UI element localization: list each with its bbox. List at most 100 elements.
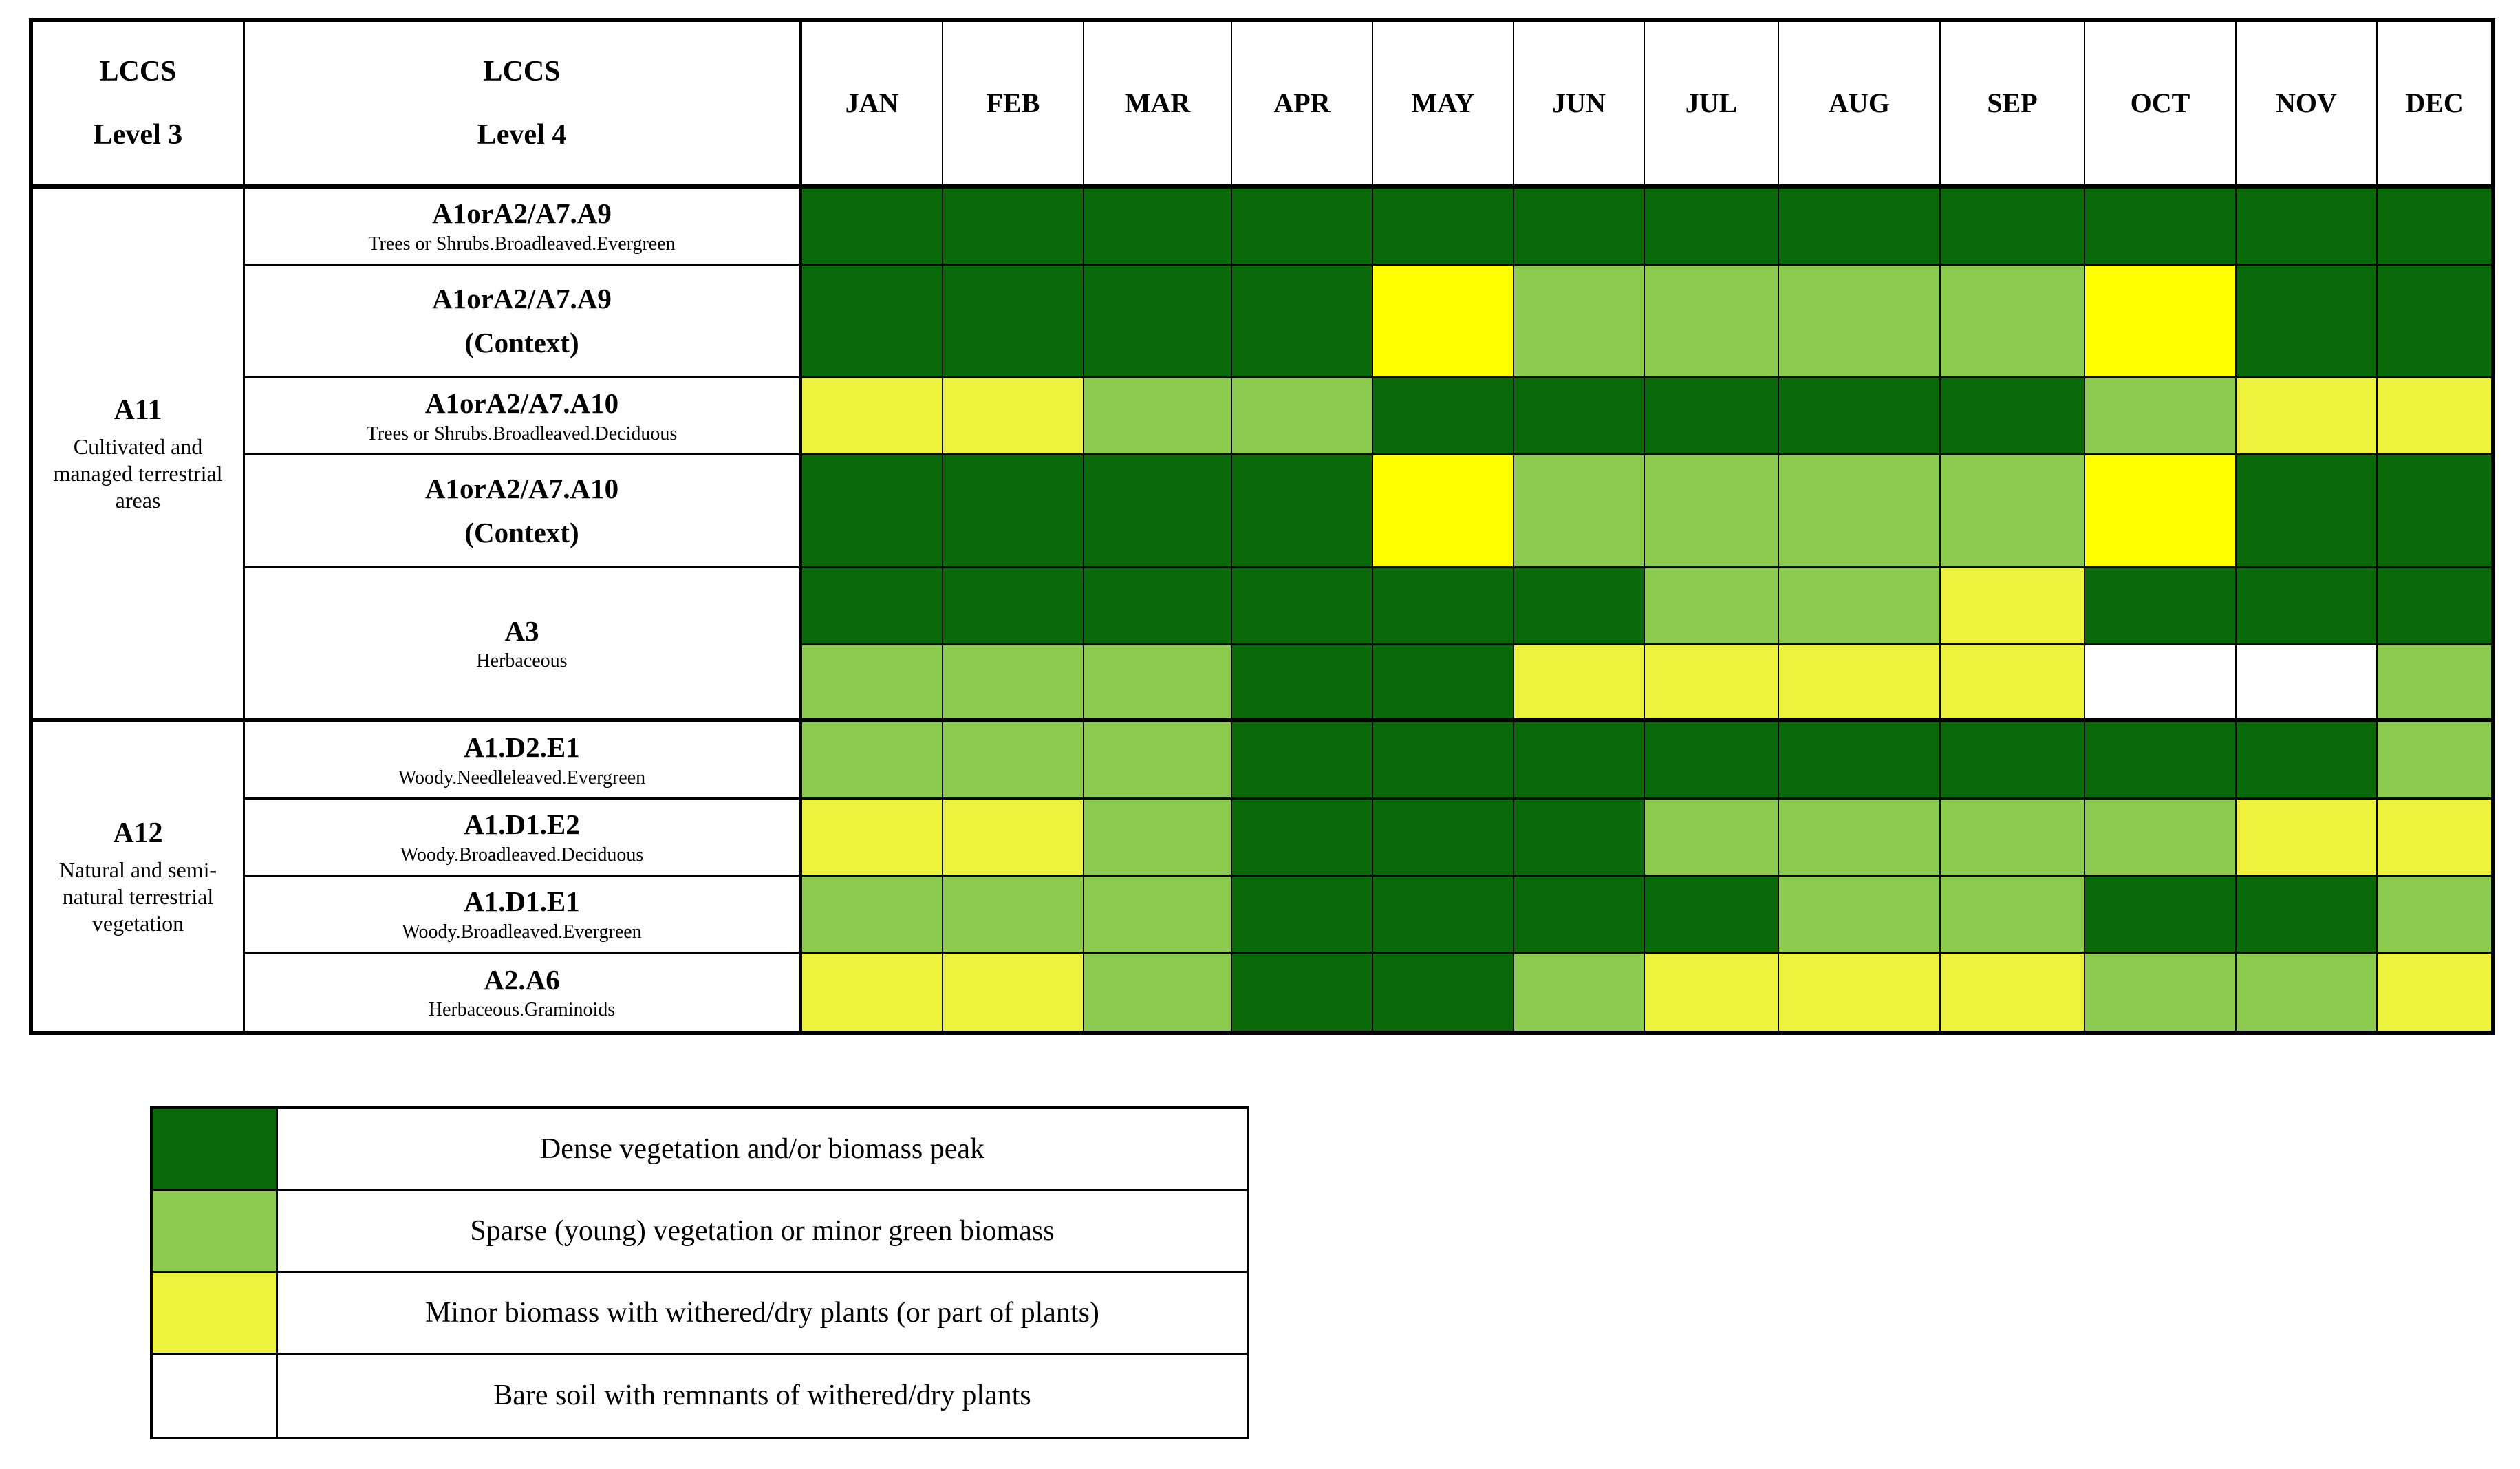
month-cell	[1514, 455, 1645, 568]
month-label: OCT	[2130, 87, 2190, 118]
month-cell	[2237, 266, 2378, 378]
month-cell	[1232, 877, 1373, 954]
legend-label-bare-soil: Bare soil with remnants of withered/dry …	[278, 1355, 1247, 1437]
month-cell	[1645, 877, 1779, 954]
month-cell	[1373, 568, 1514, 645]
month-cell	[1779, 568, 1941, 645]
month-cell	[802, 954, 943, 1031]
legend-swatch-minor-biomass-withered	[153, 1273, 278, 1353]
month-cell	[1941, 877, 2085, 954]
month-cell	[2085, 645, 2237, 722]
month-cell	[943, 722, 1084, 800]
header-level3-line2: Level 3	[93, 119, 183, 151]
month-cell	[2085, 954, 2237, 1031]
level4-subtitle: Woody.Needleleaved.Evergreen	[398, 766, 646, 789]
level4-code: A2.A6	[484, 963, 560, 996]
level4-label-row-4: A3 Herbaceous	[245, 568, 802, 722]
month-cell	[2085, 877, 2237, 954]
month-cell	[2085, 266, 2237, 378]
month-cell	[2378, 877, 2491, 954]
month-cell	[2378, 378, 2491, 455]
level4-label-row-6: A1.D1.E2 Woody.Broadleaved.Deciduous	[245, 800, 802, 877]
level4-label-row-8: A2.A6 Herbaceous.Graminoids	[245, 954, 802, 1031]
legend-row-minor-biomass-withered: Minor biomass with withered/dry plants (…	[153, 1273, 1247, 1355]
level4-label-row-5: A1.D2.E1 Woody.Needleleaved.Evergreen	[245, 722, 802, 800]
month-cell	[802, 568, 943, 645]
month-cell	[1779, 800, 1941, 877]
lccs-phenology-matrix: LCCS Level 3 LCCS Level 4 JAN FEB MAR APR MAY JUN…	[29, 18, 2495, 1035]
month-cell	[1232, 645, 1373, 722]
month-cell	[802, 645, 943, 722]
month-cell	[1941, 645, 2085, 722]
month-cell	[1514, 800, 1645, 877]
month-header-oct: OCT	[2085, 22, 2237, 189]
month-cell	[2237, 645, 2378, 722]
month-cell	[2085, 568, 2237, 645]
month-cell	[943, 645, 1084, 722]
month-header-jul: JUL	[1645, 22, 1779, 189]
month-cell	[1084, 645, 1232, 722]
month-cell	[1514, 378, 1645, 455]
legend-text: Bare soil with remnants of withered/dry …	[493, 1380, 1031, 1412]
month-cell	[1373, 189, 1514, 266]
month-cell	[1941, 378, 2085, 455]
month-cell	[1232, 568, 1373, 645]
month-cell	[2085, 800, 2237, 877]
month-cell	[2378, 954, 2491, 1031]
month-cell	[1645, 954, 1779, 1031]
month-cell	[1779, 722, 1941, 800]
month-cell	[943, 455, 1084, 568]
level4-subtitle: Trees or Shrubs.Broadleaved.Evergreen	[368, 233, 676, 255]
header-level4-line1: LCCS	[483, 55, 561, 87]
month-cell	[2378, 800, 2491, 877]
month-cell	[1779, 645, 1941, 722]
month-cell	[1514, 266, 1645, 378]
month-header-mar: MAR	[1084, 22, 1232, 189]
month-cell	[802, 266, 943, 378]
month-cell	[1779, 877, 1941, 954]
month-cell	[1941, 722, 2085, 800]
month-cell	[1373, 378, 1514, 455]
level4-subtitle: Trees or Shrubs.Broadleaved.Deciduous	[366, 422, 678, 444]
month-cell	[1084, 877, 1232, 954]
level4-code: A1.D2.E1	[464, 731, 580, 764]
month-cell	[2085, 455, 2237, 568]
month-cell	[2237, 722, 2378, 800]
level4-subtitle: Herbaceous.Graminoids	[428, 999, 616, 1020]
level4-code: A1.D1.E1	[464, 886, 580, 918]
month-cell	[943, 877, 1084, 954]
level4-label-row-1: A1orA2/A7.A9 (Context)	[245, 266, 802, 378]
month-cell	[1645, 568, 1779, 645]
month-cell	[943, 378, 1084, 455]
month-cell	[1514, 877, 1645, 954]
level4-context: (Context)	[464, 516, 579, 548]
month-cell	[1373, 800, 1514, 877]
month-header-nov: NOV	[2237, 22, 2378, 189]
month-cell	[1645, 378, 1779, 455]
month-cell	[2378, 722, 2491, 800]
header-level3-line1: LCCS	[99, 55, 177, 87]
month-cell	[2237, 877, 2378, 954]
month-label: JUN	[1552, 87, 1606, 118]
month-label: AUG	[1829, 87, 1890, 118]
month-cell	[802, 378, 943, 455]
month-cell	[1373, 455, 1514, 568]
month-cell	[2085, 378, 2237, 455]
level4-label-row-2: A1orA2/A7.A10 Trees or Shrubs.Broadleaved…	[245, 378, 802, 455]
month-cell	[1645, 455, 1779, 568]
legend-text: Minor biomass with withered/dry plants (…	[425, 1296, 1099, 1329]
header-level4-line2: Level 4	[477, 119, 567, 151]
level4-code: A1orA2/A7.A9	[432, 283, 612, 315]
month-cell	[1645, 722, 1779, 800]
legend-text: Dense vegetation and/or biomass peak	[539, 1133, 985, 1165]
month-label: DEC	[2405, 87, 2464, 118]
legend-row-dense-vegetation: Dense vegetation and/or biomass peak	[153, 1109, 1247, 1191]
month-cell	[943, 266, 1084, 378]
month-cell	[1645, 800, 1779, 877]
month-cell	[1941, 568, 2085, 645]
level4-code: A1.D1.E2	[464, 808, 580, 841]
month-header-sep: SEP	[1941, 22, 2085, 189]
legend-label-dense-vegetation: Dense vegetation and/or biomass peak	[278, 1109, 1247, 1189]
month-cell	[943, 954, 1084, 1031]
